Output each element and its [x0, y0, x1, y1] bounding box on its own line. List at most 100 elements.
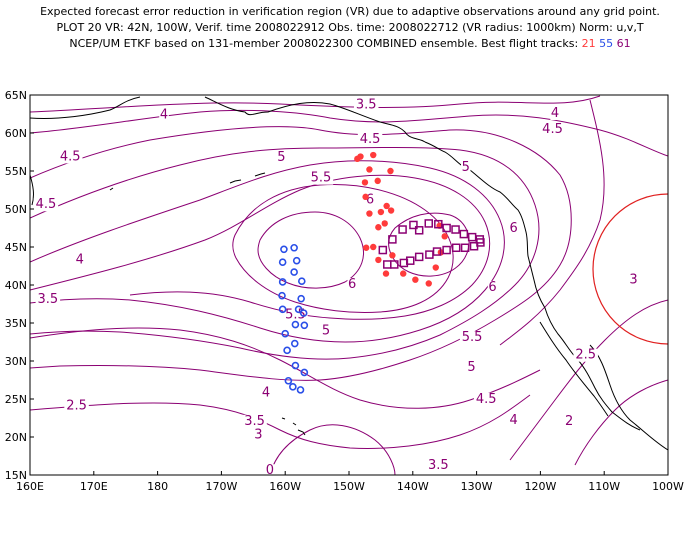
lon-tick-label: 130W: [461, 480, 493, 493]
contour-label: 4: [262, 386, 270, 401]
track-55-point: [297, 294, 305, 303]
contour-label: 4.5: [60, 149, 81, 164]
header-line-3-text: NCEP/UM ETKF based on 131-member 2008022…: [69, 37, 579, 50]
contour-label-bg: [628, 273, 639, 287]
lat-tick-label: 25N: [5, 393, 27, 406]
contour-line: [257, 211, 364, 289]
track-21-point: [370, 151, 377, 159]
contour-line: [574, 379, 668, 466]
track-21-point: [370, 243, 377, 251]
contour-label: 5: [467, 360, 475, 375]
lat-tick-label: 60N: [5, 127, 27, 140]
track-61-point: [451, 243, 461, 253]
contour-line: [30, 394, 531, 449]
contour-label: 5.5: [462, 330, 483, 345]
track-21-point: [375, 224, 382, 231]
contour-label: 4.5: [360, 132, 381, 147]
track-61-point: [451, 225, 460, 234]
contour-label-bg: [508, 221, 519, 235]
contour-label-bg: [357, 132, 383, 146]
track-61-point: [390, 260, 399, 269]
track-21-point: [383, 202, 390, 210]
track-61-point: [460, 243, 470, 253]
island-hawaii: [281, 417, 306, 436]
track-21-point: [366, 210, 373, 217]
track-61-point: [459, 229, 469, 239]
track-55-point: [278, 278, 287, 286]
track-61-point: [434, 219, 443, 229]
track-55-point: [296, 386, 305, 394]
header-line-1: Expected forecast error reduction in ver…: [40, 5, 660, 18]
track-55-point: [300, 321, 309, 330]
lat-tick-label: 45N: [5, 241, 27, 254]
contour-label-bg: [265, 464, 275, 475]
track-61-point: [469, 241, 479, 251]
lon-tick-label: 150W: [333, 480, 365, 493]
contour-label: 3: [254, 428, 262, 443]
track-55-point: [278, 305, 287, 314]
track-55-point: [297, 277, 306, 286]
lat-tick-label: 15N: [5, 469, 27, 482]
contour-label-bg: [276, 151, 287, 165]
track-55-point: [283, 346, 291, 355]
contour-label: 3.5: [244, 414, 265, 429]
contour-label-bg: [242, 414, 267, 428]
lon-tick-label: 100W: [652, 480, 684, 493]
track-61-point: [388, 235, 397, 244]
figure-header: Expected forecast error reduction in ver…: [0, 4, 700, 52]
contour-label: 0: [266, 463, 274, 478]
contour-label: 5: [462, 160, 470, 175]
contour-label: 4.5: [36, 197, 57, 212]
contour-label: 2: [565, 414, 573, 429]
track-55-point: [300, 368, 309, 377]
contour-label-bg: [35, 293, 61, 307]
contour-label-bg: [33, 198, 59, 212]
lat-tick-label: 20N: [5, 431, 27, 444]
track-61-point: [467, 232, 477, 242]
lat-tick-label: 65N: [5, 89, 27, 102]
header-line-2: PLOT 20 VR: 42N, 100W, Verif. time 20080…: [56, 21, 644, 34]
track-21-point: [382, 270, 390, 277]
track-55-point: [278, 291, 286, 300]
track-21-point: [425, 280, 432, 287]
contour-label-bg: [353, 98, 379, 112]
lat-tick-label: 35N: [5, 317, 27, 330]
lon-tick-label: 140W: [397, 480, 429, 493]
contour-label-bg: [473, 392, 499, 406]
coast-alaska: [30, 96, 426, 143]
coast-nw-pacific: [424, 141, 641, 431]
track-55-label: 55: [599, 37, 614, 50]
track-55-point: [281, 329, 290, 338]
track-21-point: [412, 276, 419, 283]
verification-region-circle: [592, 193, 668, 345]
contour-line: [269, 424, 396, 475]
contour-label: 3.5: [356, 98, 377, 113]
track-21-label: 21: [581, 37, 596, 50]
track-61-point: [378, 245, 388, 255]
contour-lines: [30, 95, 668, 475]
lon-tick-label: 170E: [80, 480, 108, 493]
map-axes: 160E 170E 180 170W 160W 150W 140W 130W 120W 110W 1…: [5, 89, 684, 493]
contour-label-bg: [347, 278, 357, 292]
coast-baja: [539, 321, 609, 417]
contour-label: 6: [348, 277, 356, 292]
flight-tracks: [278, 151, 485, 394]
lat-tick-label: 55N: [5, 165, 27, 178]
track-55-point: [289, 383, 297, 391]
contour-line: [30, 160, 505, 343]
contour-label-bg: [308, 171, 334, 185]
contour-label: 6: [509, 221, 517, 236]
contour-label: 6: [366, 193, 374, 208]
contour-label-bg: [426, 458, 451, 472]
track-55-point: [292, 256, 301, 265]
track-21-point: [400, 270, 407, 277]
contour-line: [499, 99, 605, 346]
track-21-point: [363, 244, 370, 251]
track-55-point: [299, 309, 308, 317]
lat-tick-label: 30N: [5, 355, 27, 368]
lon-tick-label: 120W: [524, 480, 556, 493]
contour-label: 3: [629, 272, 637, 287]
contour-line: [30, 327, 541, 409]
